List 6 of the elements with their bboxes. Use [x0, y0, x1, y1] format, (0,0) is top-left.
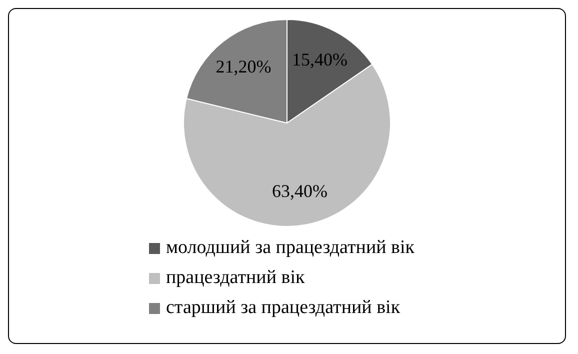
legend-label: старший за працездатний вік: [166, 297, 400, 319]
data-label: 63,40%: [272, 180, 328, 201]
legend-label: працездатний вік: [166, 267, 305, 289]
data-label: 15,40%: [292, 49, 348, 70]
data-label: 21,20%: [216, 56, 272, 76]
legend-label: молодший за працездатний вік: [166, 237, 415, 259]
